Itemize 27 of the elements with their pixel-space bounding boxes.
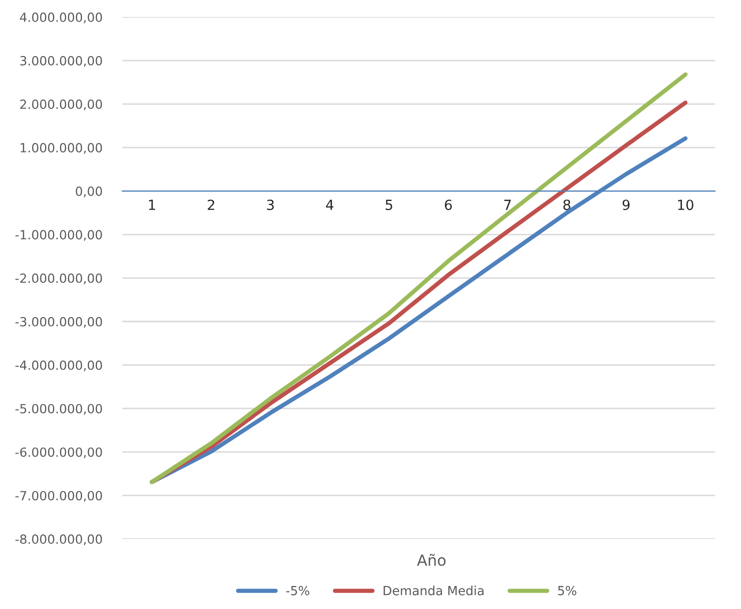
y-tick-label: -2.000.000,00	[15, 273, 102, 284]
x-tick-label: 10	[678, 200, 694, 210]
x-tick-label: 3	[267, 200, 274, 210]
y-tick-label: 1.000.000,00	[20, 143, 102, 154]
y-tick-label: 3.000.000,00	[20, 56, 102, 67]
y-tick-label: -8.000.000,00	[15, 534, 102, 546]
x-tick-label: 5	[386, 200, 392, 210]
y-tick-label: 0,00	[76, 186, 102, 198]
y-tick-label: 4.000.000,00	[20, 12, 102, 24]
y-tick-label: -7.000.000,00	[15, 490, 102, 502]
y-tick-label: 2.000.000,00	[20, 100, 102, 110]
x-tick-label: 2	[208, 200, 214, 210]
x-tick-label: 4	[326, 200, 334, 210]
x-tick-label: 6	[444, 200, 452, 210]
legend-label: -5%	[286, 586, 310, 596]
legend-label: Demanda Media	[384, 586, 484, 596]
x-tick-label: 7	[504, 200, 511, 210]
x-axis-title: Año	[417, 554, 446, 566]
x-tick-label: 1	[149, 200, 156, 210]
y-tick-label: -3.000.000,00	[15, 316, 102, 328]
legend-label: 5%	[558, 586, 576, 596]
x-tick-label: 8	[563, 200, 570, 210]
x-tick-label: 9	[622, 200, 630, 210]
y-tick-label: -1.000.000,00	[15, 230, 102, 241]
y-tick-label: -4.000.000,00	[15, 360, 102, 372]
y-tick-label: -6.000.000,00	[15, 447, 102, 458]
y-tick-label: -5.000.000,00	[15, 404, 102, 415]
